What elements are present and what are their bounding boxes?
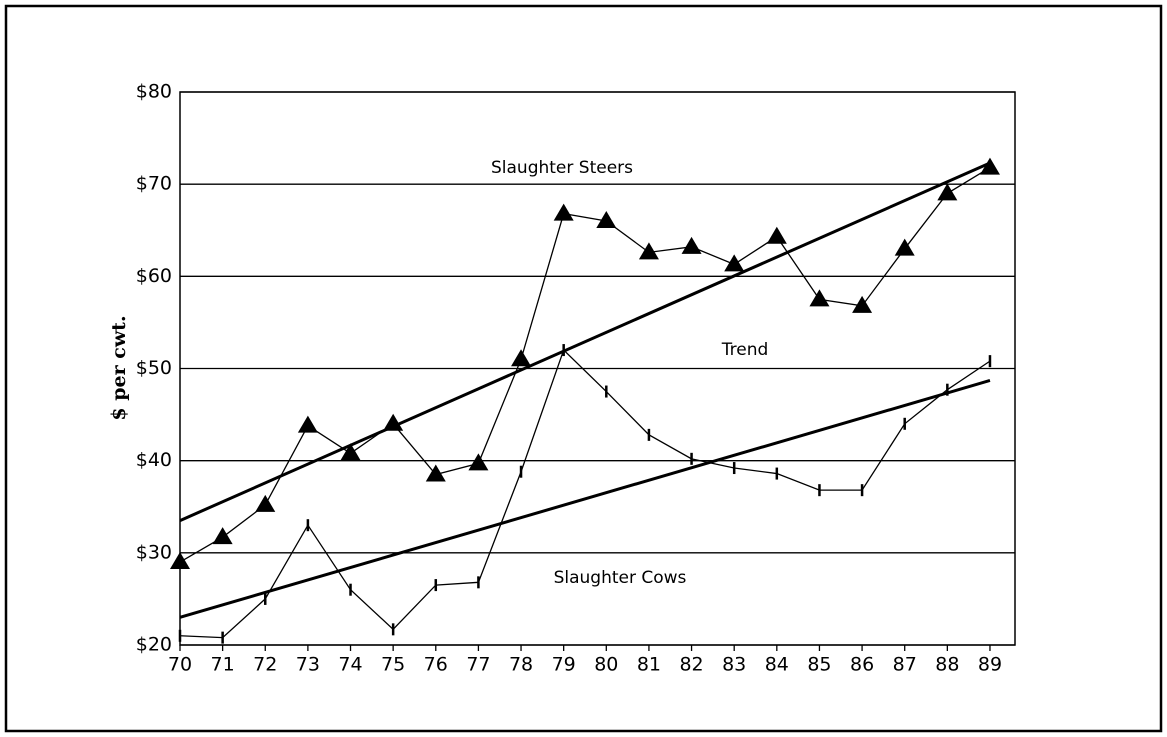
x-tick-label: 73 (296, 654, 320, 676)
x-tick-label: 82 (679, 654, 703, 676)
marker (553, 203, 574, 221)
marker (425, 464, 446, 482)
x-tick-label: 83 (722, 654, 746, 676)
annotation: Trend (721, 340, 769, 360)
marker (170, 552, 190, 570)
y-tick-label: $80 (136, 81, 172, 103)
x-tick-label: 71 (211, 654, 235, 676)
y-tick-label: $30 (136, 541, 172, 563)
x-tick-label: 86 (850, 654, 874, 676)
marker (681, 236, 702, 254)
x-tick-label: 79 (552, 654, 576, 676)
marker (340, 443, 361, 461)
x-tick-label: 88 (935, 654, 959, 676)
y-tick-label: $20 (136, 634, 172, 656)
y-tick-label: $60 (136, 265, 172, 287)
series-line (179, 348, 991, 639)
marker (511, 349, 532, 367)
x-tick-label: 76 (424, 654, 448, 676)
marker (297, 415, 318, 433)
annotation: Slaughter Cows (554, 568, 687, 588)
x-tick-label: 74 (338, 654, 362, 676)
marker (852, 295, 873, 313)
y-axis-label: $ per cwt. (108, 315, 130, 420)
x-tick-label: 80 (594, 654, 618, 676)
trend-line (179, 379, 991, 619)
x-tick-label: 72 (253, 654, 277, 676)
marker (766, 226, 787, 244)
x-tick-label: 70 (168, 654, 192, 676)
annotation: Slaughter Steers (491, 158, 633, 178)
marker (212, 527, 233, 545)
x-tick-label: 87 (893, 654, 917, 676)
marker (468, 453, 489, 471)
x-tick-label: 77 (466, 654, 490, 676)
marker (894, 238, 915, 256)
y-tick-label: $40 (136, 449, 172, 471)
x-tick-label: 75 (381, 654, 405, 676)
frame (4, 4, 1163, 733)
trend-line (179, 161, 991, 522)
marker (255, 494, 276, 512)
x-tick-label: 85 (807, 654, 831, 676)
x-tick-label: 81 (637, 654, 661, 676)
series-line (179, 167, 991, 563)
x-tick-label: 89 (978, 654, 1002, 676)
marker (383, 413, 404, 431)
marker (638, 242, 659, 260)
y-tick-label: $50 (136, 357, 172, 379)
marker (724, 254, 745, 272)
marker (979, 157, 1000, 175)
x-tick-label: 84 (765, 654, 789, 676)
marker (809, 289, 830, 307)
y-tick-label: $70 (136, 173, 172, 195)
marker (937, 183, 958, 201)
marker (596, 211, 617, 229)
x-tick-label: 78 (509, 654, 533, 676)
